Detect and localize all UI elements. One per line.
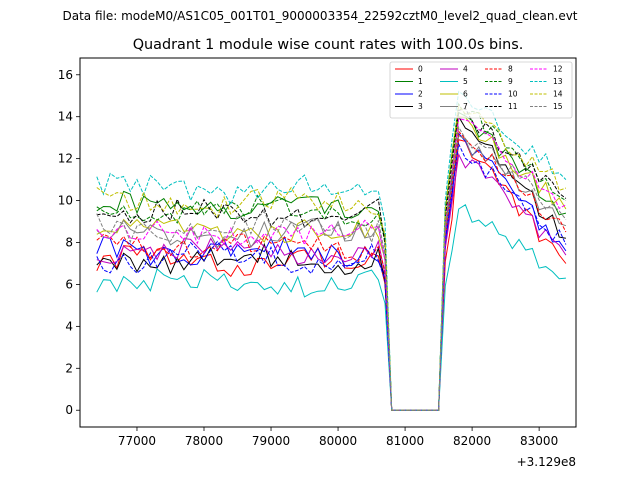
series-line-11 [96,107,567,411]
x-tick-label: 78000 [185,434,223,448]
legend-label-10: 10 [508,90,518,99]
y-tick-label: 6 [65,277,73,291]
legend-label-7: 7 [463,102,468,111]
x-tick-label: 79000 [252,434,290,448]
chart-title: Quadrant 1 module wise count rates with … [133,37,524,53]
legend-label-14: 14 [553,90,563,99]
series-line-14 [96,105,567,411]
legend-label-1: 1 [418,77,423,86]
legend-label-9: 9 [508,77,513,86]
figure-suptitle: Data file: modeM0/AS1C05_001T01_90000033… [62,9,577,23]
legend-label-15: 15 [553,102,563,111]
legend-label-0: 0 [418,65,423,74]
legend-label-12: 12 [553,65,563,74]
legend-label-4: 4 [463,65,468,74]
legend-label-13: 13 [553,77,563,86]
series-line-4 [96,152,567,411]
x-axis-offset-label: +3.129e8 [517,455,576,469]
legend-label-6: 6 [463,90,468,99]
legend-label-2: 2 [418,90,423,99]
legend-frame [389,61,573,119]
x-axis-ticks: 77000 78000 79000 80000 81000 82000 83000 [118,427,558,448]
y-tick-label: 4 [65,319,73,333]
series-line-5 [96,204,566,411]
x-tick-label: 81000 [386,434,424,448]
legend-label-5: 5 [463,77,468,86]
legend-label-8: 8 [508,65,513,74]
series-line-10 [96,142,567,411]
y-tick-label: 0 [65,403,73,417]
x-tick-label: 77000 [118,434,156,448]
x-tick-label: 83000 [520,434,558,448]
legend-label-3: 3 [418,102,423,111]
y-tick-label: 10 [58,194,73,208]
series-layer [96,90,567,411]
legend-label-11: 11 [508,102,518,111]
y-tick-label: 16 [58,68,73,82]
y-tick-label: 8 [65,236,73,250]
y-tick-label: 2 [65,361,73,375]
series-line-8 [96,130,567,411]
x-tick-label: 82000 [453,434,491,448]
series-line-3 [96,115,566,411]
axes-frame [79,57,577,428]
y-tick-label: 14 [58,110,73,124]
y-tick-label: 12 [58,152,73,166]
y-axis-ticks: 0 2 4 6 8 10 12 14 16 [58,68,80,417]
series-line-13 [96,90,567,411]
x-tick-label: 80000 [319,434,357,448]
